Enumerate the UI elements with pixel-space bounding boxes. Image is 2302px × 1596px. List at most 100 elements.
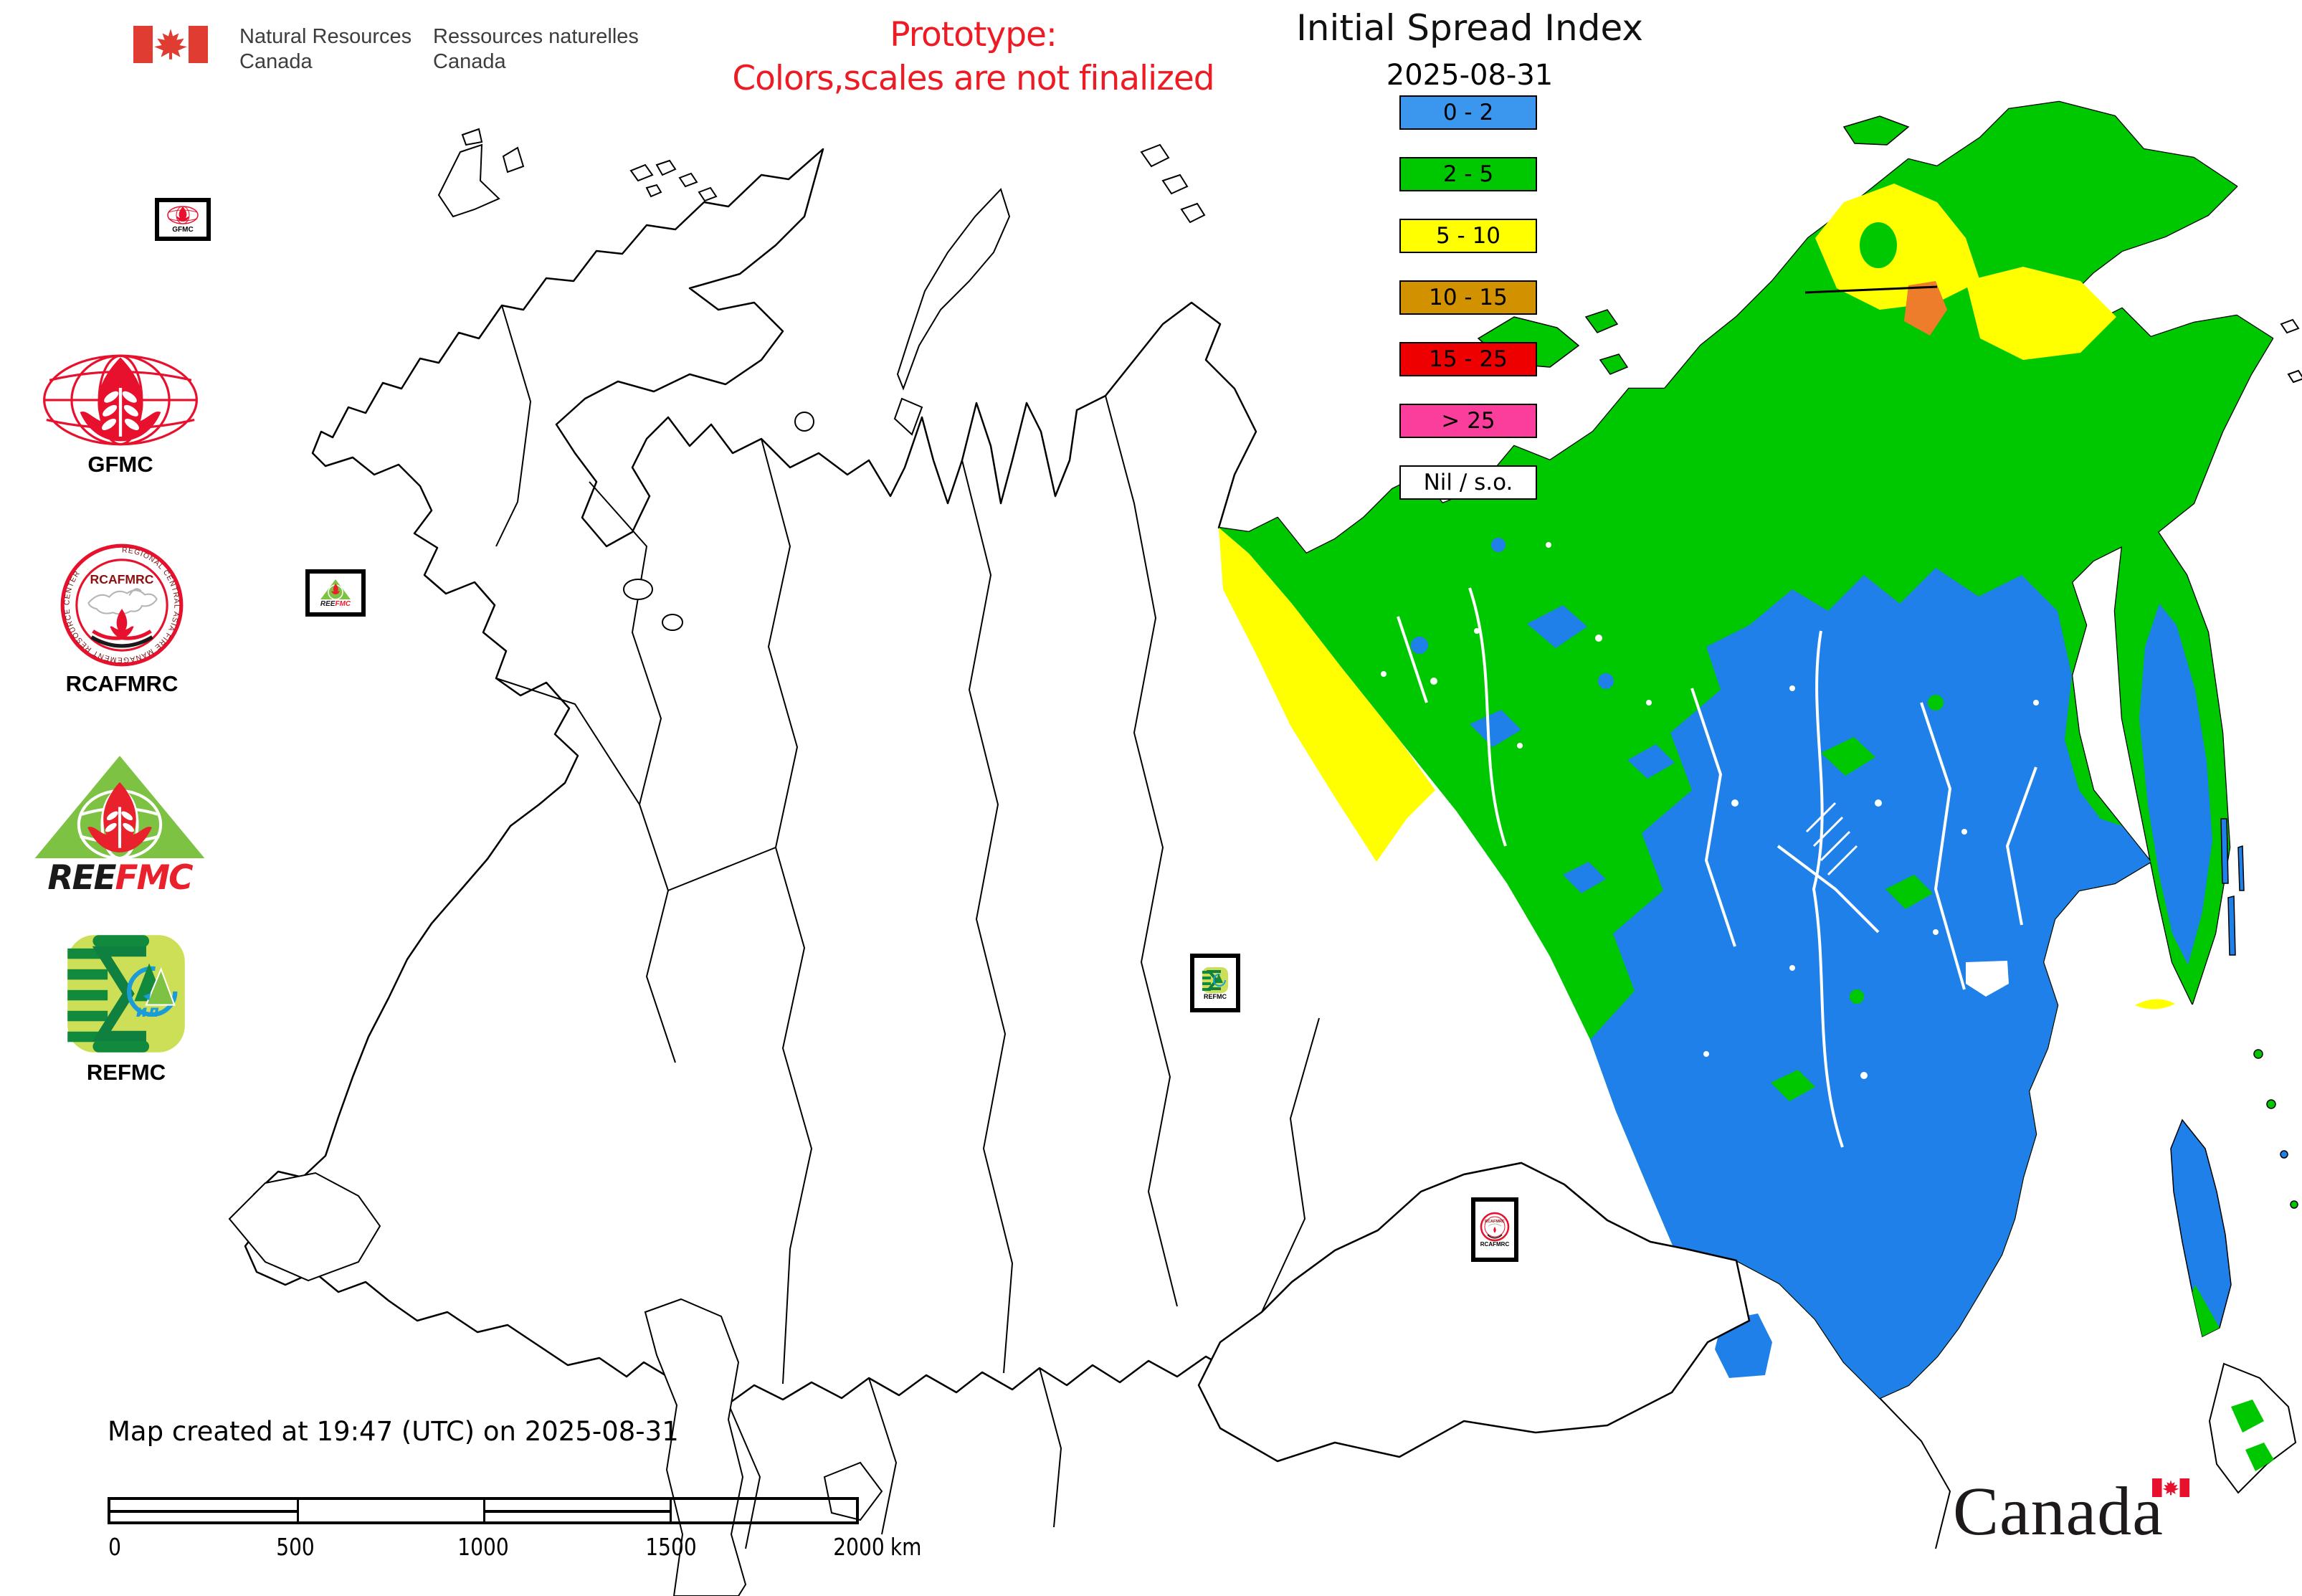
scale-divider <box>297 1500 299 1521</box>
white-speckles <box>1381 542 2039 1079</box>
legend-label: 2 - 5 <box>1442 161 1494 187</box>
severnaya-zemlya <box>1140 143 1170 168</box>
gfmc-marker-label: GFMC <box>172 226 194 234</box>
shantar-2 <box>2227 896 2236 956</box>
prototype-line1: Prototype: <box>890 15 1057 54</box>
legend-swatch-0-2: 0 - 2 <box>1399 95 1537 130</box>
refmc-marker-label: REFMC <box>1204 992 1227 1000</box>
data-yellow-west-strip <box>1219 528 1435 862</box>
legend-label: 0 - 2 <box>1442 100 1494 125</box>
kolguev <box>794 412 814 432</box>
refmc-map-marker: REFMC <box>1190 954 1240 1012</box>
refmc-label: REFMC <box>86 1060 166 1085</box>
legend-label: > 25 <box>1441 408 1495 434</box>
internal-borders <box>495 305 1951 1549</box>
legend-swatch-nil: Nil / s.o. <box>1399 465 1537 500</box>
reefmc-logo: REEFMC <box>32 751 208 898</box>
gfmc-globe-flame-icon <box>43 354 198 446</box>
rcafmrc-seal-icon: REGIONAL CENTRAL ASIA FIRE MANAGEMENT RE… <box>60 543 184 667</box>
reefmc-mini-icon <box>320 579 351 600</box>
sakhalin-south-green <box>2192 1285 2220 1336</box>
gfmc-map-marker: GFMC <box>155 198 211 241</box>
prototype-disclaimer: Prototype: Colors,scales are not finaliz… <box>645 13 1301 100</box>
reefmc-map-marker: REEFMC <box>305 569 366 617</box>
scale-tick-1000: 1000 <box>457 1533 509 1561</box>
rcafmrc-label: RCAFMRC <box>65 671 179 696</box>
lake-onega <box>662 614 683 631</box>
legend-swatch-2-5: 2 - 5 <box>1399 157 1537 191</box>
refmc-mini-icon <box>1202 966 1228 993</box>
kamchatka-blue <box>2139 604 2212 965</box>
refmc-sigma-icon: ил <box>67 935 185 1053</box>
gfmc-label: GFMC <box>87 452 153 477</box>
scale-bar <box>108 1497 859 1524</box>
legend-label: 5 - 10 <box>1435 223 1501 249</box>
wrangel-island <box>1842 115 1910 146</box>
wordmark-text: Canada <box>1953 1473 2164 1549</box>
scale-divider <box>670 1500 672 1521</box>
rcafmrc-map-marker: RCAFMRC RCAFMRC <box>1471 1197 1518 1262</box>
legend-label: 15 - 25 <box>1429 346 1508 372</box>
dept-name-english: Natural Resources Canada <box>239 25 412 73</box>
mongolia-outline <box>1197 1162 1751 1463</box>
legend-swatch-5-10: 5 - 10 <box>1399 219 1537 253</box>
svg-text:RCAFMRC: RCAFMRC <box>90 572 154 586</box>
green-hole-in-yellow <box>1860 222 1897 268</box>
scale-tick-1500: 1500 <box>645 1533 697 1561</box>
svg-text:RCAFMRC: RCAFMRC <box>1485 1220 1505 1224</box>
data-yellow-chukotka-1 <box>1815 184 1980 310</box>
legend-swatch-10-15: 10 - 15 <box>1399 280 1537 315</box>
page-title: Initial Spread Index <box>1296 7 1643 49</box>
scale-midline <box>483 1510 670 1514</box>
map-created-text: Map created at 19:47 (UTC) on 2025-08-31 <box>108 1416 679 1447</box>
novaya-zemlya <box>896 188 1011 391</box>
rcafmrc-marker-label: RCAFMRC <box>1480 1241 1510 1248</box>
hokkaido-green-1 <box>2231 1400 2264 1433</box>
svg-text:ил: ил <box>135 1002 159 1021</box>
prototype-line2: Colors,scales are not finalized <box>732 59 1214 99</box>
reefmc-triangle-icon: REEFMC <box>34 756 205 898</box>
canada-wordmark: Canada <box>1953 1471 2240 1557</box>
hatch-lines <box>1805 802 1858 876</box>
legend-label: 10 - 15 <box>1429 285 1508 310</box>
data-yellow-chukotka-2 <box>1966 267 2116 360</box>
refmc-logo: ил REFMC <box>63 931 189 1086</box>
federal-identifier: Natural Resources Canada Ressources natur… <box>133 19 678 83</box>
rcafmrc-mini-icon: RCAFMRC <box>1480 1212 1510 1242</box>
lake-ladoga <box>623 579 653 600</box>
gfmc-mini-icon <box>167 206 199 224</box>
black-sea <box>228 1172 381 1282</box>
blue-speckles <box>1411 538 1675 893</box>
scale-midline <box>110 1510 297 1514</box>
dept-name-french: Ressources naturelles Canada <box>433 25 639 73</box>
river-lines <box>1397 587 2037 1148</box>
shantar-3 <box>2237 845 2245 891</box>
scale-tick-0: 0 <box>108 1533 121 1561</box>
map-date: 2025-08-31 <box>1386 59 1554 92</box>
white-notch <box>1966 961 2009 997</box>
title-block: Initial Spread Index 2025-08-31 <box>1276 7 1663 92</box>
legend-label: Nil / s.o. <box>1423 470 1513 495</box>
data-region-blue <box>1590 568 2151 1398</box>
reefmc-marker-label: REEFMC <box>320 600 351 608</box>
rcafmrc-logo: REGIONAL CENTRAL ASIA FIRE MANAGEMENT RE… <box>59 542 185 697</box>
svalbard <box>437 143 500 218</box>
franz-josef <box>629 163 654 182</box>
data-orange-patch <box>1904 281 1947 336</box>
scale-unit: km <box>890 1533 922 1561</box>
legend-swatch-15-25: 15 - 25 <box>1399 342 1537 376</box>
wordmark-flag-icon <box>2152 1478 2189 1497</box>
gfmc-logo: GFMC <box>40 353 201 478</box>
scale-tick-2000: 2000 <box>833 1533 885 1561</box>
islands-outline <box>437 128 2302 1494</box>
shantar-1 <box>2220 818 2229 884</box>
green-speckles <box>1771 695 1944 1101</box>
legend-swatch-gt-25: > 25 <box>1399 404 1537 438</box>
hokkaido-green-2 <box>2245 1443 2274 1471</box>
canada-flag-icon <box>133 26 208 63</box>
aral-sea <box>823 1461 883 1521</box>
svg-text:REEFMC: REEFMC <box>47 858 193 895</box>
scale-tick-500: 500 <box>276 1533 315 1561</box>
